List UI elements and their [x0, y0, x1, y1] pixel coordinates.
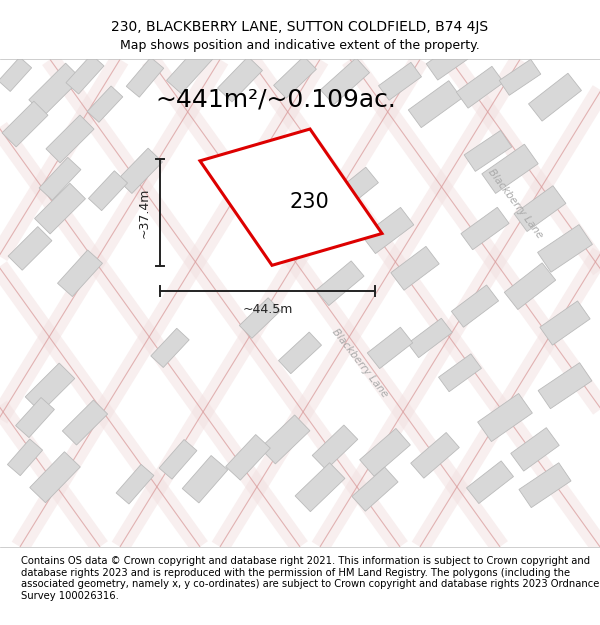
Polygon shape — [8, 227, 52, 270]
Polygon shape — [182, 456, 228, 503]
Polygon shape — [66, 54, 104, 94]
Polygon shape — [538, 362, 592, 409]
Polygon shape — [538, 224, 592, 272]
Polygon shape — [159, 439, 197, 479]
Polygon shape — [482, 144, 538, 193]
Polygon shape — [457, 66, 503, 108]
Polygon shape — [478, 394, 532, 442]
Polygon shape — [126, 58, 164, 98]
Polygon shape — [511, 428, 559, 471]
Polygon shape — [464, 131, 512, 171]
Polygon shape — [239, 298, 281, 338]
Polygon shape — [312, 425, 358, 470]
Text: 230: 230 — [289, 192, 329, 212]
Polygon shape — [409, 81, 461, 128]
Polygon shape — [88, 171, 128, 211]
Polygon shape — [362, 208, 414, 254]
Polygon shape — [2, 101, 48, 147]
Polygon shape — [87, 86, 123, 123]
Polygon shape — [320, 58, 370, 104]
Polygon shape — [359, 428, 410, 476]
Polygon shape — [295, 462, 345, 512]
Polygon shape — [451, 285, 499, 328]
Polygon shape — [467, 461, 514, 504]
Text: Blackberry Lane: Blackberry Lane — [485, 167, 544, 240]
Polygon shape — [25, 363, 75, 413]
Text: Map shows position and indicative extent of the property.: Map shows position and indicative extent… — [120, 39, 480, 51]
Polygon shape — [29, 63, 81, 115]
Polygon shape — [540, 301, 590, 345]
Polygon shape — [118, 148, 163, 194]
Polygon shape — [0, 57, 32, 91]
Polygon shape — [58, 250, 103, 297]
Polygon shape — [391, 246, 439, 290]
Polygon shape — [461, 208, 509, 250]
Polygon shape — [16, 398, 55, 437]
Polygon shape — [151, 328, 189, 367]
Polygon shape — [116, 464, 154, 504]
Polygon shape — [514, 186, 566, 231]
Polygon shape — [439, 354, 481, 392]
Polygon shape — [35, 183, 85, 234]
Polygon shape — [316, 261, 364, 306]
Polygon shape — [411, 432, 459, 478]
Polygon shape — [200, 129, 382, 266]
Text: ~44.5m: ~44.5m — [242, 302, 293, 316]
Polygon shape — [426, 39, 474, 80]
Text: Contains OS data © Crown copyright and database right 2021. This information is : Contains OS data © Crown copyright and d… — [21, 556, 599, 601]
Polygon shape — [218, 57, 262, 102]
Polygon shape — [499, 59, 541, 95]
Polygon shape — [278, 332, 322, 374]
Polygon shape — [408, 318, 452, 357]
Polygon shape — [260, 415, 310, 464]
Polygon shape — [352, 467, 398, 511]
Polygon shape — [367, 328, 413, 369]
Polygon shape — [30, 452, 80, 503]
Text: Blackberry Lane: Blackberry Lane — [330, 327, 390, 399]
Text: ~37.4m: ~37.4m — [137, 188, 151, 238]
Polygon shape — [529, 73, 581, 121]
Text: ~441m²/~0.109ac.: ~441m²/~0.109ac. — [155, 87, 396, 111]
Polygon shape — [62, 400, 107, 445]
Polygon shape — [332, 168, 379, 210]
Polygon shape — [519, 462, 571, 508]
Polygon shape — [7, 439, 43, 476]
Polygon shape — [46, 115, 94, 163]
Text: 230, BLACKBERRY LANE, SUTTON COLDFIELD, B74 4JS: 230, BLACKBERRY LANE, SUTTON COLDFIELD, … — [112, 21, 488, 34]
Polygon shape — [505, 263, 556, 309]
Polygon shape — [167, 45, 214, 94]
Polygon shape — [379, 62, 421, 100]
Polygon shape — [226, 434, 271, 480]
Polygon shape — [274, 56, 316, 98]
Polygon shape — [39, 158, 81, 200]
